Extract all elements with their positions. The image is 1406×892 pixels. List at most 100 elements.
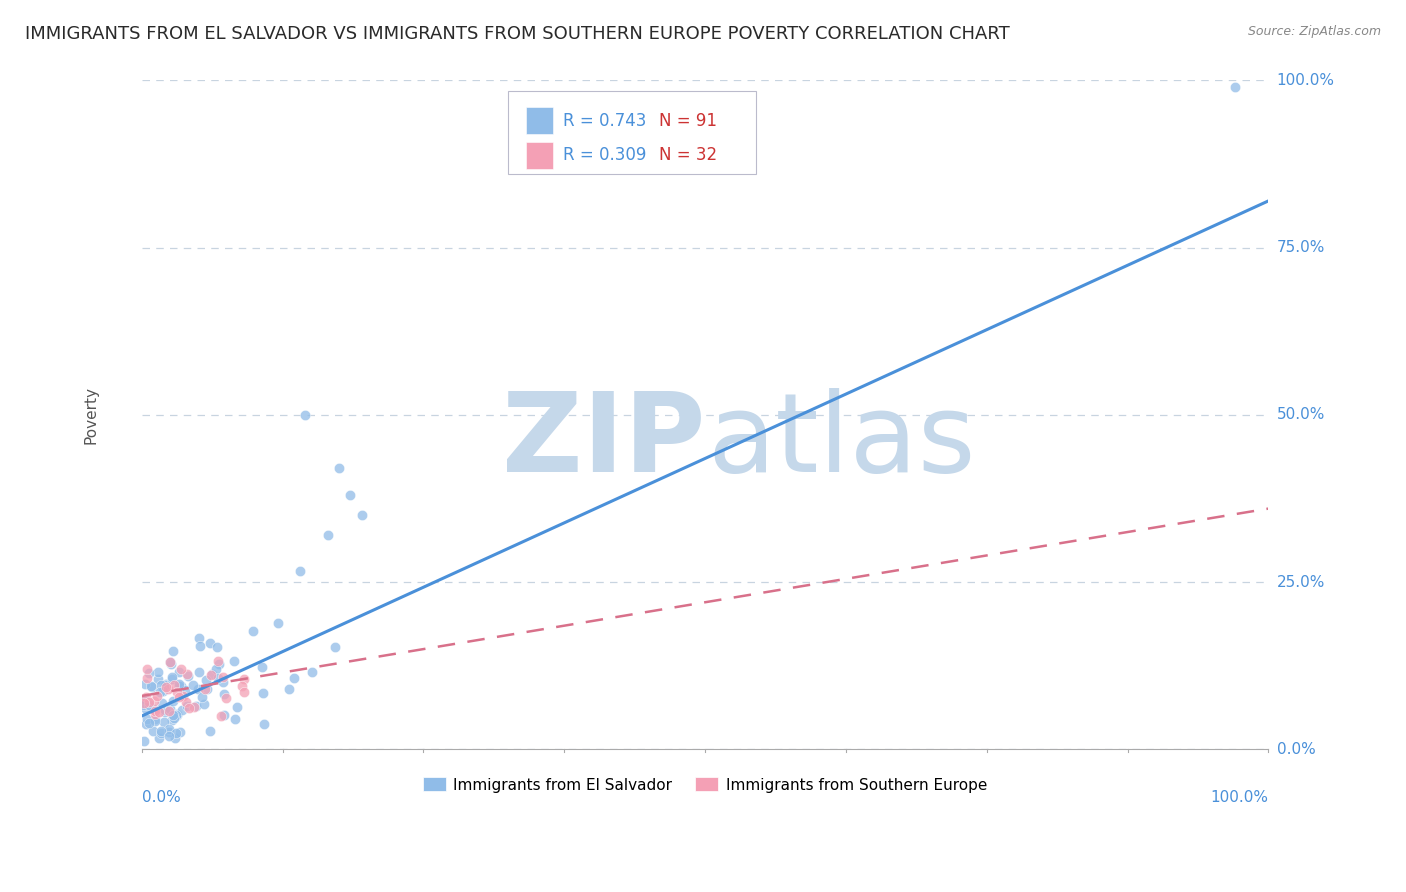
Point <box>191 690 214 704</box>
Point <box>169 679 191 693</box>
Point <box>155 703 177 717</box>
Point <box>132 698 155 712</box>
Text: N = 32: N = 32 <box>659 146 717 164</box>
Text: ZIP: ZIP <box>502 388 706 495</box>
Point <box>187 665 209 679</box>
Point <box>201 666 224 681</box>
Text: 50.0%: 50.0% <box>1277 408 1324 423</box>
Point <box>135 717 157 731</box>
Point <box>188 639 211 653</box>
Point <box>339 488 361 502</box>
Point <box>149 723 172 738</box>
Point <box>132 733 155 747</box>
Point <box>253 717 276 731</box>
Text: N = 91: N = 91 <box>659 112 717 129</box>
Point <box>134 677 156 691</box>
Text: 0.0%: 0.0% <box>142 789 180 805</box>
Point <box>162 707 184 722</box>
Point <box>176 667 198 681</box>
Point <box>148 665 170 680</box>
Point <box>138 695 160 709</box>
FancyBboxPatch shape <box>526 142 553 169</box>
Point <box>211 674 233 689</box>
Point <box>145 714 167 729</box>
Point <box>143 706 166 721</box>
Point <box>148 706 170 720</box>
Legend: Immigrants from El Salvador, Immigrants from Southern Europe: Immigrants from El Salvador, Immigrants … <box>416 772 994 798</box>
Point <box>163 678 186 692</box>
Point <box>294 408 316 422</box>
Point <box>162 694 184 708</box>
Point <box>200 723 222 738</box>
Text: 75.0%: 75.0% <box>1277 240 1324 255</box>
Point <box>143 694 166 708</box>
Point <box>157 729 180 743</box>
Point <box>183 699 205 714</box>
Point <box>157 722 180 736</box>
Point <box>174 683 197 698</box>
Point <box>350 508 373 523</box>
Point <box>143 705 166 719</box>
Point <box>169 665 191 680</box>
Text: 100.0%: 100.0% <box>1211 789 1268 805</box>
Point <box>200 636 222 650</box>
Text: 100.0%: 100.0% <box>1277 73 1334 88</box>
Text: 0.0%: 0.0% <box>1277 742 1316 757</box>
Point <box>134 692 156 706</box>
Point <box>176 695 198 709</box>
Point <box>266 615 288 630</box>
Point <box>143 702 166 716</box>
Point <box>222 654 245 668</box>
FancyBboxPatch shape <box>508 90 756 174</box>
Point <box>207 640 229 654</box>
Point <box>135 702 157 716</box>
Point <box>153 678 176 692</box>
Point <box>250 659 273 673</box>
Point <box>1223 80 1246 95</box>
Point <box>188 632 211 646</box>
Point <box>138 698 160 713</box>
Point <box>207 657 229 671</box>
Point <box>160 670 183 684</box>
Text: R = 0.743: R = 0.743 <box>564 112 647 129</box>
Point <box>150 696 173 710</box>
Point <box>149 726 172 740</box>
Point <box>232 672 254 686</box>
Point <box>163 731 186 745</box>
Text: 25.0%: 25.0% <box>1277 574 1324 590</box>
Point <box>277 682 299 697</box>
Point <box>167 690 190 704</box>
Point <box>162 643 184 657</box>
Point <box>172 703 194 717</box>
Point <box>283 671 305 685</box>
Point <box>135 662 157 676</box>
Point <box>301 665 323 679</box>
Point <box>135 671 157 685</box>
Point <box>152 684 174 698</box>
Point <box>166 685 188 699</box>
Point <box>159 655 181 669</box>
Point <box>146 690 169 704</box>
Text: atlas: atlas <box>707 388 976 495</box>
Point <box>205 662 228 676</box>
Point <box>134 696 156 710</box>
Point <box>157 725 180 739</box>
Point <box>215 690 238 705</box>
Text: Source: ZipAtlas.com: Source: ZipAtlas.com <box>1247 25 1381 38</box>
Point <box>231 679 253 693</box>
Point <box>155 705 177 719</box>
Point <box>226 699 249 714</box>
Point <box>193 697 215 711</box>
Point <box>159 702 181 716</box>
Point <box>163 708 186 723</box>
Point <box>170 679 193 693</box>
Point <box>207 672 229 686</box>
Point <box>157 682 180 697</box>
Point <box>242 624 264 638</box>
Point <box>135 690 157 704</box>
Point <box>169 677 191 691</box>
Point <box>214 708 236 723</box>
Point <box>176 698 198 713</box>
Point <box>143 712 166 726</box>
Point <box>212 670 235 684</box>
